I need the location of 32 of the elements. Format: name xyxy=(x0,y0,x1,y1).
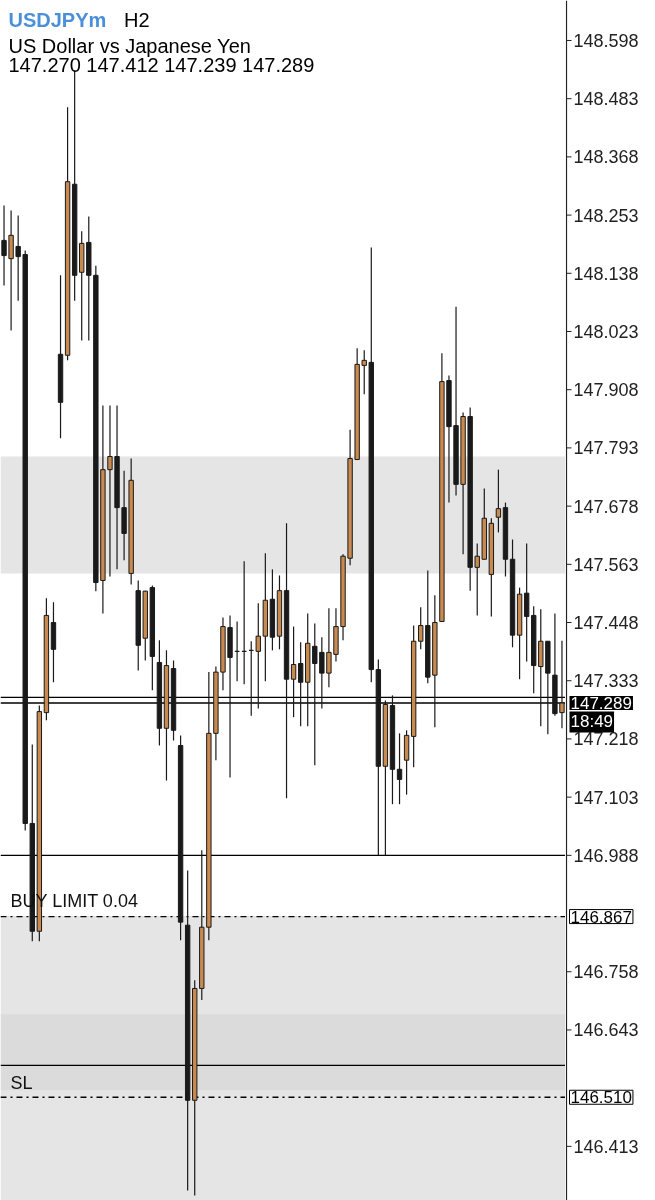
y-tick-label: 148.023 xyxy=(573,322,639,342)
candlestick xyxy=(495,469,502,534)
y-tick-label: 146.643 xyxy=(573,1020,639,1041)
text: 18:49 xyxy=(570,712,614,732)
candlestick xyxy=(396,732,403,805)
y-tick-label: 147.448 xyxy=(573,613,639,634)
y-tick-label: 148.138 xyxy=(573,263,639,284)
y-tick-label: 148.368 xyxy=(573,147,639,168)
text: US Dollar vs Japanese Yen xyxy=(8,34,251,57)
candlestick xyxy=(523,542,530,663)
y-tick-label: 146.510 xyxy=(570,1088,632,1108)
y-tick-label: 146.988 xyxy=(573,845,639,866)
y-tick-label: 147.333 xyxy=(573,671,639,692)
y-tick-label: 148.483 xyxy=(573,89,639,110)
candlestick xyxy=(255,602,261,710)
y-tick-label: 147.793 xyxy=(573,438,639,459)
y-tick-label: 146.758 xyxy=(573,962,639,983)
y-tick-label: 147.103 xyxy=(573,787,639,808)
y-tick-label: 146.867 xyxy=(570,907,632,927)
ref-line-label: SL xyxy=(10,1073,33,1094)
y-tick-label: 148.253 xyxy=(573,205,639,226)
y-tick-label: 148.598 xyxy=(573,30,639,51)
y-tick-label: 147.908 xyxy=(573,380,639,401)
y-tick-label: 147.218 xyxy=(573,729,639,750)
y-tick-label: 146.413 xyxy=(573,1136,639,1157)
candlestick xyxy=(297,641,304,727)
y-tick-label: 147.563 xyxy=(573,554,639,575)
annotation: H2 xyxy=(124,8,150,31)
y-tick-label: 147.289 xyxy=(570,693,632,713)
y-tick-label: 147.678 xyxy=(573,496,639,517)
chart-title: USDJPYm xyxy=(8,8,107,31)
candlestick xyxy=(290,625,297,718)
